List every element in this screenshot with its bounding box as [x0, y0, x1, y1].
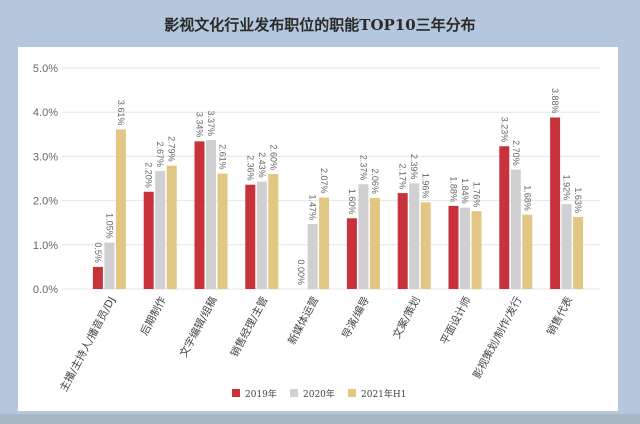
data-label: 2.61% — [218, 144, 228, 170]
data-label: 1.60% — [347, 189, 357, 215]
data-label: 1.68% — [522, 185, 532, 211]
data-label: 2.43% — [257, 152, 267, 178]
bar — [550, 117, 561, 289]
x-tick-label: 新媒体运营 — [285, 294, 321, 346]
bar — [573, 216, 584, 289]
bar — [369, 197, 380, 289]
y-tick-label: 0.0% — [33, 284, 58, 296]
bar — [397, 193, 408, 289]
legend-label: 2019年 — [245, 388, 277, 400]
data-label: 1.47% — [308, 194, 318, 220]
bar — [206, 140, 216, 289]
bar — [115, 129, 126, 289]
bar — [460, 207, 470, 289]
data-label: 2.60% — [268, 145, 278, 171]
bar — [92, 266, 103, 289]
bar — [143, 191, 154, 289]
x-tick-label: 影视策划/制作/发行 — [470, 294, 524, 381]
x-tick-label: 销售经理/主管 — [228, 294, 271, 359]
y-tick-label: 3.0% — [33, 151, 58, 163]
bar — [346, 218, 357, 289]
bar — [561, 204, 572, 289]
data-label: 2.06% — [370, 168, 380, 194]
bar — [358, 184, 369, 289]
bar — [155, 170, 166, 289]
bar — [194, 141, 205, 289]
legend-swatch — [232, 389, 240, 397]
bar — [448, 205, 459, 289]
x-tick-label: 后期制作 — [138, 294, 169, 338]
x-tick-label: 销售代表 — [544, 294, 575, 338]
data-label: 3.37% — [206, 111, 216, 137]
data-label: 2.17% — [398, 164, 408, 190]
legend-swatch — [348, 389, 356, 397]
bar — [420, 202, 431, 289]
legend-swatch — [290, 389, 298, 397]
x-tick-label: 平面设计师 — [438, 294, 474, 346]
bar — [319, 197, 330, 289]
data-label: 1.84% — [460, 178, 470, 204]
data-label: 2.67% — [155, 141, 165, 167]
y-tick-label: 2.0% — [33, 196, 58, 208]
data-label: 1.96% — [421, 173, 431, 199]
x-tick-label: 主播/主持人/播音员/DJ — [57, 294, 118, 394]
x-tick-label: 导演/编导 — [339, 294, 372, 340]
bar — [166, 165, 177, 289]
bar — [471, 211, 482, 289]
data-label: 2.39% — [409, 154, 419, 180]
data-label: 2.36% — [245, 155, 255, 181]
data-label: 3.34% — [195, 112, 205, 138]
y-tick-label: 5.0% — [33, 63, 58, 75]
bar — [522, 214, 533, 289]
data-label: 1.76% — [472, 182, 482, 208]
bar — [256, 181, 267, 289]
bar — [104, 242, 115, 289]
bar — [245, 184, 256, 289]
data-label: 3.61% — [116, 100, 126, 126]
bar — [499, 146, 510, 289]
data-label: 3.23% — [499, 117, 509, 143]
x-tick-label: 文案/策划 — [390, 294, 423, 340]
data-label: 2.20% — [144, 162, 154, 188]
bar — [217, 173, 228, 289]
data-label: 2.07% — [319, 168, 329, 194]
legend-label: 2020年 — [303, 388, 335, 400]
data-label: 1.88% — [449, 176, 459, 202]
data-label: 3.88% — [550, 88, 560, 114]
x-tick-label: 文字编辑/组稿 — [177, 294, 220, 359]
bar — [510, 169, 521, 289]
bar — [268, 174, 279, 289]
bar — [307, 224, 318, 289]
data-label: 2.70% — [511, 140, 521, 166]
chart-title: 影视文化行业发布职位的职能TOP10三年分布 — [164, 16, 476, 34]
data-label: 0.5% — [93, 242, 103, 263]
y-tick-label: 4.0% — [33, 107, 58, 119]
data-label: 1.05% — [104, 213, 114, 239]
data-label: 0.00% — [296, 259, 306, 285]
data-label: 2.79% — [167, 136, 177, 162]
data-label: 1.63% — [573, 187, 583, 213]
legend-label: 2021年H1 — [361, 388, 406, 400]
data-label: 2.37% — [358, 155, 368, 181]
bottom-strip — [0, 414, 640, 424]
y-tick-label: 1.0% — [33, 240, 58, 252]
bar — [409, 183, 420, 289]
data-label: 1.92% — [562, 175, 572, 201]
